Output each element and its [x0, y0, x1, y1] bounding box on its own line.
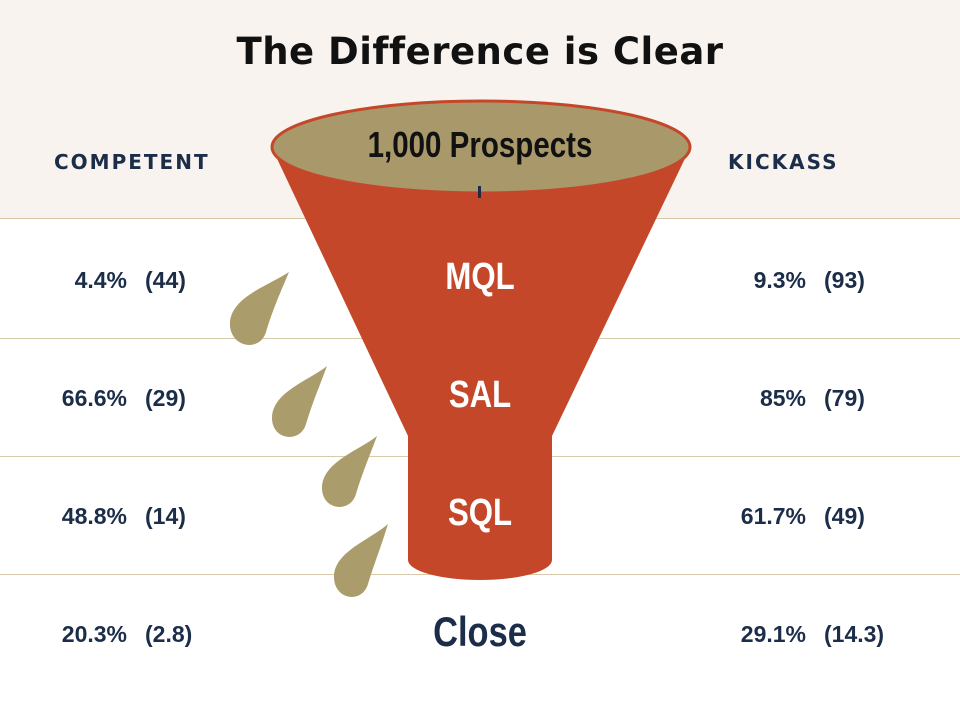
page-title: The Difference is Clear — [236, 30, 724, 73]
stat-count: (29) — [145, 385, 186, 411]
competent-stat-mql: 4.4% (44) — [75, 260, 201, 300]
stat-percent: 20.3% — [61, 621, 127, 647]
stage-label-sql: SQL — [447, 492, 513, 534]
stat-count: (79) — [824, 385, 865, 411]
stat-count: (44) — [145, 267, 186, 293]
drip-icon — [322, 436, 377, 507]
stat-percent: 48.8% — [61, 503, 127, 529]
stat-count: (14) — [145, 503, 186, 529]
drip-icon — [333, 524, 388, 597]
drip-icon — [272, 366, 327, 437]
drip-icon — [229, 272, 289, 345]
stat-count: (49) — [824, 503, 865, 529]
column-header-competent: COMPETENT — [54, 150, 210, 174]
competent-stat-sal: 66.6% (29) — [62, 378, 201, 418]
stat-percent: 9.3% — [753, 267, 806, 293]
stat-percent: 29.1% — [740, 621, 806, 647]
column-header-kickass: KICKASS — [728, 150, 839, 174]
stage-label-sal: SAL — [448, 374, 512, 416]
stat-percent: 66.6% — [61, 385, 127, 411]
competent-stat-sql: 48.8% (14) — [62, 496, 201, 536]
stat-count: (14.3) — [824, 621, 885, 647]
stage-label-mql: MQL — [445, 256, 515, 298]
funnel-top-label: 1,000 Prospects — [367, 124, 593, 165]
kickass-stat-sal: 85% (79) — [760, 378, 892, 418]
funnel-body — [272, 148, 690, 580]
competent-stat-close: 20.3% (2.8) — [62, 614, 201, 654]
stat-percent: 61.7% — [740, 503, 806, 529]
stat-percent: 85% — [759, 385, 806, 411]
stat-count: (93) — [824, 267, 865, 293]
kickass-stat-mql: 9.3% (93) — [754, 260, 892, 300]
kickass-stat-close: 29.1% (14.3) — [741, 614, 892, 654]
stat-count: (2.8) — [145, 621, 193, 647]
kickass-stat-sql: 61.7% (49) — [741, 496, 892, 536]
stage-label-close: Close — [433, 608, 527, 655]
funnel-spout-mark — [478, 186, 481, 198]
stat-percent: 4.4% — [74, 267, 127, 293]
